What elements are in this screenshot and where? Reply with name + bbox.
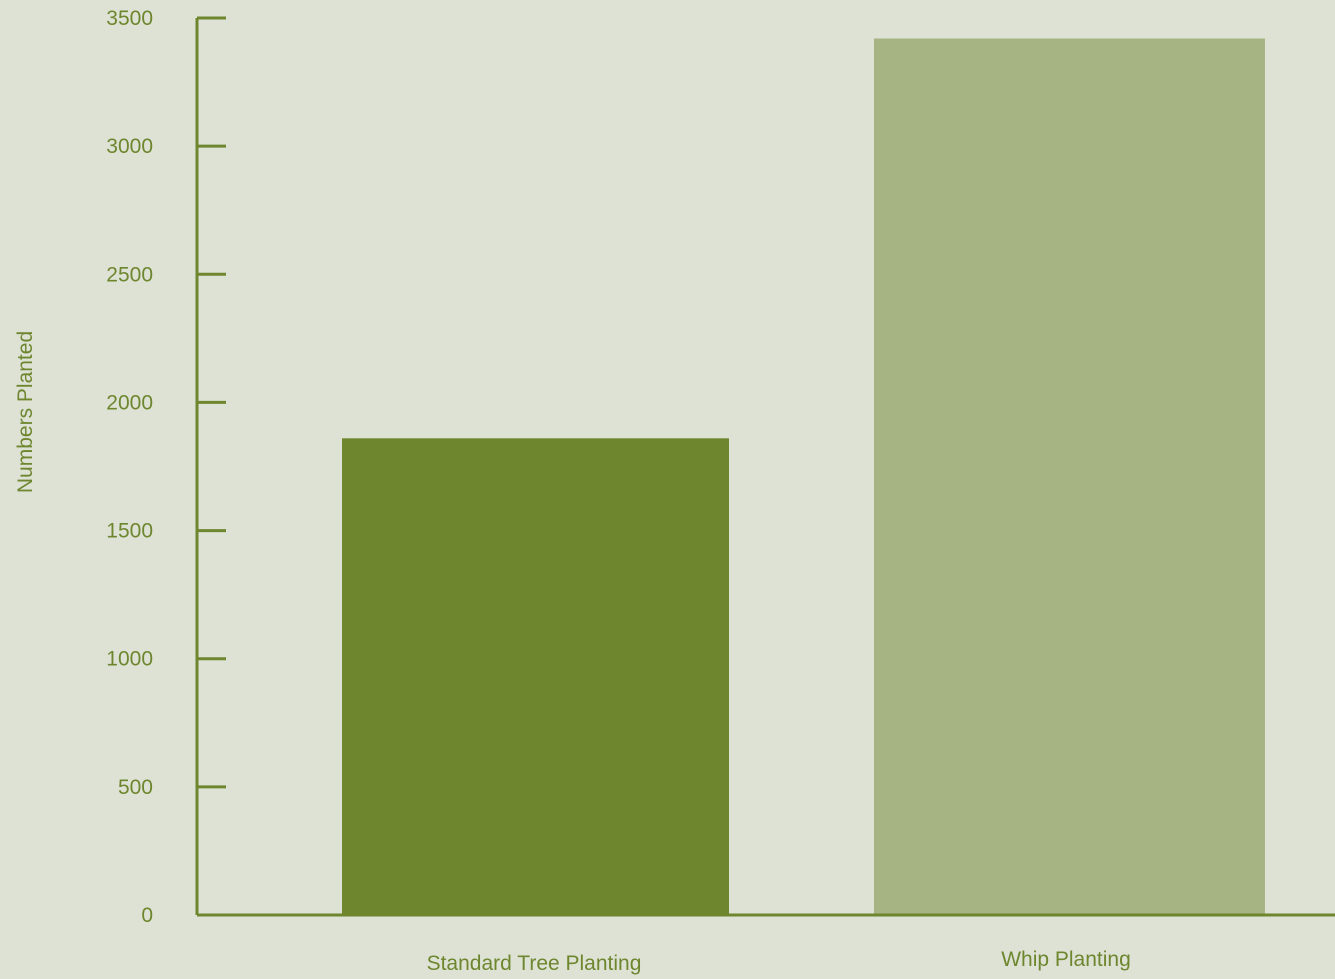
y-tick-label: 1500 [106, 520, 153, 543]
y-tick-label: 2000 [106, 391, 153, 414]
x-category-label: Standard Tree Planting [427, 952, 642, 975]
bar-2 [874, 38, 1265, 915]
bars-group [342, 38, 1265, 915]
y-tick-label: 3000 [106, 135, 153, 158]
bar-1 [342, 438, 729, 915]
y-tick-label: 500 [118, 776, 153, 799]
axes-group [195, 18, 1335, 917]
x-category-label: Whip Planting [1001, 948, 1131, 971]
y-axis-label: Numbers Planted [14, 331, 37, 493]
y-tick-label: 1000 [106, 648, 153, 671]
y-tick-label: 0 [141, 904, 153, 927]
y-ticks-group: 0 500 1000 1500 2000 2500 3000 3500 [106, 7, 226, 927]
y-tick-label: 2500 [106, 263, 153, 286]
x-labels-group: Standard Tree Planting Whip Planting [427, 948, 1131, 975]
y-tick-label: 3500 [106, 7, 153, 30]
